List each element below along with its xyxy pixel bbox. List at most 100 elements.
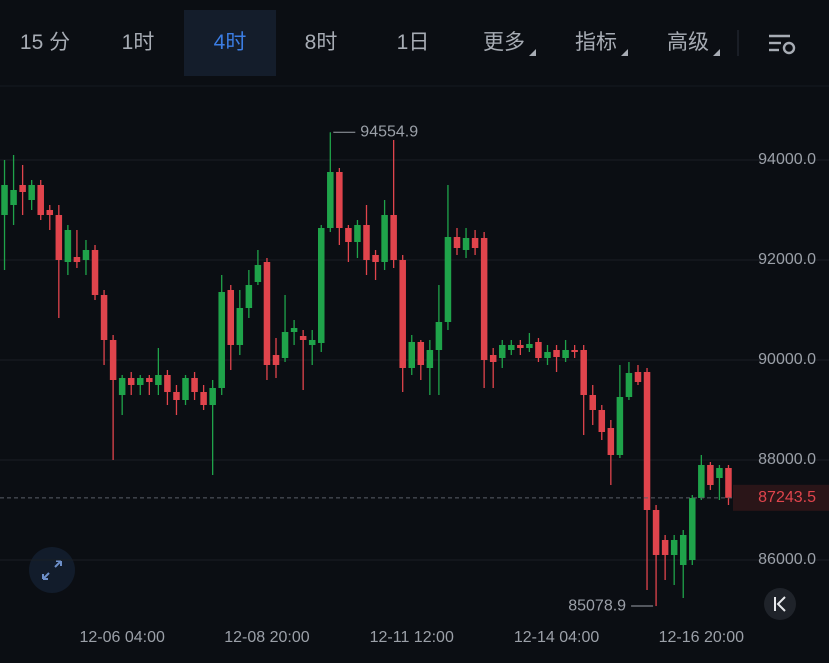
candle-body (254, 265, 262, 282)
candle-body (336, 172, 343, 228)
candle-body (272, 355, 280, 365)
tab-label: 8时 (304, 31, 338, 54)
candle-body (643, 372, 651, 510)
candle-body (218, 292, 225, 388)
x-tick-label: 12-14 04:00 (514, 629, 600, 646)
candle-body (10, 190, 17, 205)
y-tick-label: 94000.0 (758, 151, 816, 168)
candle-body (37, 185, 44, 215)
tab-label: 更多 (483, 31, 536, 56)
candle-body (137, 378, 144, 385)
candle-body (372, 255, 379, 262)
dropdown-caret (713, 49, 720, 56)
candle-body (173, 392, 180, 400)
candle-body (399, 260, 406, 368)
candle-body (200, 392, 207, 405)
candle-body (28, 185, 35, 200)
interval-tab[interactable]: 指标 (550, 10, 642, 76)
candle-body (19, 185, 26, 192)
candle-body (725, 468, 732, 498)
candle-body (544, 352, 551, 358)
candle-body (571, 350, 578, 352)
candle-body (82, 250, 90, 260)
candle-body (146, 378, 153, 382)
candle-body (698, 465, 705, 498)
candle-body (553, 350, 560, 357)
candle-body (580, 350, 587, 395)
candle-body (607, 428, 615, 455)
tab-label: 高级 (667, 31, 720, 56)
candle-body (209, 388, 216, 405)
candle-body (435, 322, 443, 350)
candle-body (263, 262, 271, 365)
candle-body (526, 344, 533, 348)
candle-body (471, 238, 479, 248)
candle-body (489, 355, 497, 362)
candle-body (64, 230, 72, 262)
candle-body (1, 185, 8, 215)
candle-body (127, 378, 135, 385)
candle-body (290, 328, 298, 332)
candle-body (245, 285, 253, 308)
tab-label: 1日 (396, 31, 430, 54)
scroll-latest-button[interactable] (764, 588, 796, 620)
candle-body (426, 350, 434, 368)
x-tick-label: 12-08 20:00 (224, 629, 310, 646)
candle-body (562, 350, 569, 358)
candle-body (462, 238, 470, 250)
interval-tab[interactable]: 8时 (275, 10, 367, 76)
candle-body (517, 345, 524, 348)
candle-body (164, 375, 171, 392)
candle-body (535, 342, 542, 358)
candle-body (317, 228, 325, 343)
tab-label: 指标 (575, 31, 628, 56)
y-tick-label: 90000.0 (758, 351, 816, 368)
candle-body (652, 510, 660, 555)
candle-body (73, 257, 81, 262)
x-tick-label: 12-06 04:00 (79, 629, 165, 646)
candle-body (679, 535, 687, 565)
settings-icon[interactable] (769, 34, 796, 55)
interval-tab[interactable]: 4时 (184, 10, 276, 76)
dropdown-caret (529, 49, 536, 56)
expand-button[interactable] (29, 547, 75, 593)
interval-tab[interactable]: 高级 (642, 10, 734, 76)
candle-body (616, 397, 624, 455)
interval-tab[interactable]: 1时 (92, 10, 184, 76)
candle-body (498, 345, 506, 358)
tab-label: 1时 (121, 31, 155, 54)
interval-tab[interactable]: 15 分 (0, 10, 91, 76)
candle-body (589, 395, 596, 410)
candle-body (716, 468, 723, 478)
interval-tab[interactable]: 更多 (458, 10, 550, 76)
toolbar: 15 分 1时 4时 8时 1日 更多 指标 高级 (0, 0, 829, 86)
interval-tab[interactable]: 1日 (367, 10, 459, 76)
y-tick-label: 92000.0 (758, 251, 816, 268)
candle-body (327, 172, 334, 228)
last-price-box (733, 484, 829, 511)
tab-label: 15 分 (19, 31, 71, 54)
min-label: 85078.9 (568, 597, 626, 614)
candle-body (625, 373, 633, 397)
candle-body (227, 290, 235, 345)
candle-body (408, 342, 416, 368)
candle-body (598, 410, 606, 432)
candle-body (689, 498, 696, 560)
candle-body (390, 215, 397, 260)
candle-body (707, 465, 714, 485)
candle-body (354, 225, 361, 242)
candle-body (236, 308, 244, 345)
candle-body (109, 340, 117, 380)
x-tick-label: 12-16 20:00 (659, 629, 745, 646)
candle-body (55, 215, 63, 260)
candle-body (118, 378, 126, 395)
candle-body (345, 228, 352, 242)
candle-body (453, 237, 461, 248)
candle-body (363, 225, 370, 260)
candle-body (670, 540, 678, 555)
candle-body (281, 332, 289, 358)
candle-body (381, 215, 388, 262)
candle-body (308, 340, 316, 345)
